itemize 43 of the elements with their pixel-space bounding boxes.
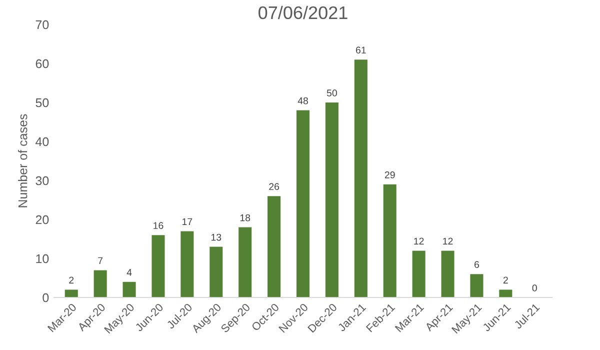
- bar: [441, 250, 454, 298]
- bar: [354, 60, 368, 298]
- y-tick-label: 20: [36, 215, 49, 224]
- y-tick-label: 30: [36, 176, 49, 186]
- data-label: 2: [69, 276, 74, 284]
- bar: [383, 184, 396, 298]
- data-label: 29: [384, 171, 395, 178]
- y-tick-label: 60: [36, 59, 49, 68]
- y-tick-label: 70: [36, 20, 49, 30]
- data-label: 50: [326, 90, 337, 96]
- y-tick-label: 0: [42, 293, 49, 302]
- bar: [64, 290, 78, 298]
- data-label: 6: [474, 261, 479, 268]
- bar: [210, 246, 223, 298]
- data-label: 16: [154, 222, 164, 230]
- bar: [470, 274, 484, 298]
- bar: [268, 196, 281, 298]
- data-label: 4: [126, 269, 132, 276]
- y-tick-label: 50: [36, 98, 49, 108]
- bar: [180, 231, 194, 298]
- bar: [122, 282, 136, 298]
- data-label: 26: [269, 183, 280, 190]
- data-label: 7: [98, 257, 103, 264]
- bar: [94, 270, 107, 298]
- chart-title: 07/06/2021: [258, 6, 348, 20]
- bar: [499, 290, 512, 298]
- data-label: 61: [356, 46, 366, 54]
- data-label: 12: [414, 238, 424, 245]
- bar: [152, 235, 165, 298]
- data-label: 17: [182, 218, 192, 226]
- bar: [325, 102, 338, 298]
- data-label: 12: [443, 238, 453, 245]
- data-label: 0: [532, 284, 537, 292]
- y-axis-title: Number of cases: [18, 114, 28, 208]
- data-label: 48: [298, 97, 308, 104]
- y-tick-label: 10: [36, 254, 49, 264]
- data-label: 18: [240, 214, 250, 222]
- y-tick-label: 40: [36, 137, 49, 146]
- data-label: 2: [503, 276, 508, 284]
- bar: [412, 250, 426, 298]
- data-label: 13: [211, 234, 222, 241]
- bar: [296, 110, 310, 298]
- bar: [238, 227, 252, 298]
